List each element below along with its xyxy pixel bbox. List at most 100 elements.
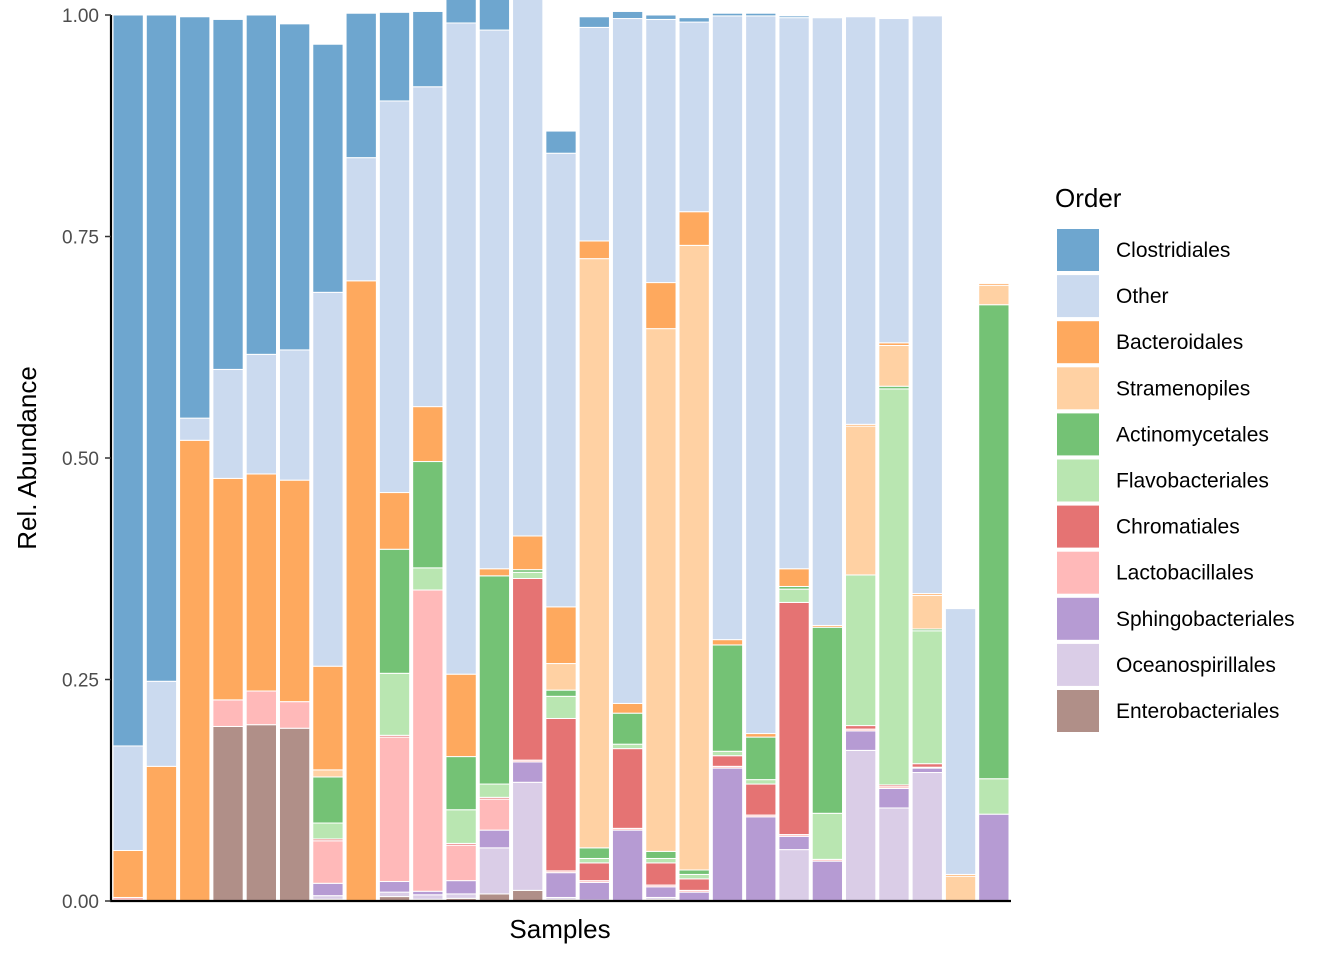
legend-swatch-enterobacteriales [1057, 690, 1099, 732]
bar-segment-sphingobacteriales-sample-17 [645, 886, 677, 898]
y-tick-label: 0.00 [62, 892, 99, 913]
bar-segment-bacteroidales-sample-20 [745, 733, 777, 738]
bar-segment-oceanospirillales-sample-13 [512, 781, 544, 891]
legend-label-sphingobacteriales: Sphingobacteriales [1116, 608, 1295, 631]
bar-segment-actinomycetales-sample-14 [545, 689, 577, 697]
x-axis-title: Samples [509, 914, 610, 944]
bar-segment-oceanospirillales-sample-11 [445, 893, 477, 899]
legend-swatch-chromatiales [1057, 505, 1099, 548]
bar-segment-flavobacteriales-sample-12 [478, 783, 511, 798]
bar-segment-enterobacteriales-sample-4 [212, 725, 244, 902]
bar-segment-sphingobacteriales-sample-27 [978, 813, 1010, 902]
bar-segment-actinomycetales-sample-7 [312, 776, 344, 824]
bar-segment-lactobacillales-sample-10 [412, 589, 444, 892]
bar-segment-clostridiales-sample-1 [112, 14, 144, 747]
bar-segment-other-sample-10 [412, 86, 444, 408]
bar-segment-other-sample-17 [645, 18, 677, 284]
bar-segment-flavobacteriales-sample-23 [845, 574, 877, 727]
bar-segment-flavobacteriales-sample-20 [745, 779, 777, 785]
bar-segment-oceanospirillales-sample-9 [378, 891, 411, 898]
legend-label-actinomycetales: Actinomycetales [1116, 423, 1269, 446]
bar-segment-bacteroidales-sample-7 [312, 665, 344, 771]
bar-segment-actinomycetales-sample-19 [711, 644, 744, 752]
bar-segment-clostridiales-sample-2 [145, 14, 178, 682]
bar-segment-clostridiales-sample-19 [711, 12, 744, 17]
bar-segment-sphingobacteriales-sample-19 [711, 767, 744, 902]
bar-segment-oceanospirillales-sample-7 [312, 895, 344, 900]
bar-segment-other-sample-23 [845, 16, 877, 425]
legend-swatch-other [1057, 275, 1099, 318]
bar-segment-other-sample-25 [911, 15, 943, 595]
legend-label-bacteroidales: Bacteroidales [1116, 331, 1243, 354]
y-tick-label: 0.75 [62, 228, 99, 249]
bar-segment-flavobacteriales-sample-14 [545, 695, 577, 719]
bar-segment-sphingobacteriales-sample-23 [845, 730, 877, 751]
bar-segment-flavobacteriales-sample-11 [445, 809, 477, 844]
bar-segment-other-sample-2 [145, 680, 178, 767]
bar-segment-clostridiales-sample-11 [445, 0, 477, 24]
bar-segment-bacteroidales-sample-17 [645, 282, 677, 330]
bar-segment-clostridiales-sample-6 [278, 23, 311, 351]
bar-segment-clostridiales-sample-9 [378, 11, 411, 102]
bar-segment-stramenopiles-sample-15 [578, 258, 610, 849]
bar-segment-sphingobacteriales-sample-10 [412, 890, 444, 896]
bar-segment-bacteroidales-sample-8 [345, 280, 377, 902]
bar-segment-bacteroidales-sample-19 [711, 639, 744, 646]
bar-segment-clostridiales-sample-18 [678, 17, 710, 23]
bar-segment-stramenopiles-sample-7 [312, 769, 344, 778]
bar-segment-chromatiales-sample-20 [745, 783, 777, 816]
bar-segment-sphingobacteriales-sample-20 [745, 816, 777, 902]
legend-swatch-actinomycetales [1057, 413, 1099, 456]
legend-swatch-lactobacillales [1057, 551, 1099, 594]
bar-segment-stramenopiles-sample-17 [645, 328, 677, 852]
bar-segment-stramenopiles-sample-18 [678, 244, 710, 871]
bar-segment-chromatiales-sample-14 [545, 717, 577, 872]
bar-segment-oceanospirillales-sample-25 [911, 772, 943, 902]
bar-segment-other-sample-7 [312, 291, 344, 667]
bar-segment-sphingobacteriales-sample-21 [778, 835, 810, 851]
legend-title: Order [1055, 183, 1122, 213]
bar-segment-sphingobacteriales-sample-12 [478, 829, 511, 849]
bar-segment-lactobacillales-sample-5 [245, 690, 277, 726]
bar-segment-actinomycetales-sample-12 [478, 575, 511, 785]
bar-segment-flavobacteriales-sample-7 [312, 822, 344, 840]
bar-segment-other-sample-11 [445, 22, 477, 675]
bar-segment-other-sample-13 [512, 0, 544, 537]
bar-segment-clostridiales-sample-8 [345, 12, 377, 159]
bar-segment-oceanospirillales-sample-21 [778, 849, 810, 902]
bar-segment-other-sample-26 [944, 608, 977, 875]
bar-segment-other-sample-18 [678, 21, 710, 213]
bar-segment-bacteroidales-sample-10 [412, 406, 444, 463]
bar-segment-lactobacillales-sample-9 [378, 736, 411, 883]
bar-segment-bacteroidales-sample-1 [112, 850, 144, 898]
bar-segment-other-sample-12 [478, 29, 511, 570]
y-axis-ticks: 0.00 0.25 0.50 0.75 1.00 [62, 6, 111, 913]
bar-segment-other-sample-4 [212, 368, 244, 479]
bar-segment-bacteroidales-sample-6 [278, 479, 311, 703]
bar-segment-clostridiales-sample-16 [611, 10, 644, 20]
bar-segment-other-sample-16 [611, 18, 644, 704]
legend-label-stramenopiles: Stramenopiles [1116, 377, 1250, 400]
bar-segment-clostridiales-sample-5 [245, 14, 277, 355]
bar-segment-stramenopiles-sample-27 [978, 284, 1010, 306]
bar-segment-sphingobacteriales-sample-7 [312, 882, 344, 897]
legend-swatch-bacteroidales [1057, 321, 1099, 364]
bar-segment-clostridiales-sample-17 [645, 14, 677, 20]
bar-segment-clostridiales-sample-14 [545, 130, 577, 154]
bar-segment-bacteroidales-sample-11 [445, 673, 477, 758]
bar-segment-flavobacteriales-sample-24 [878, 388, 910, 786]
bar-segment-clostridiales-sample-15 [578, 16, 610, 28]
bar-segment-bacteroidales-sample-2 [145, 765, 178, 902]
bar-segment-flavobacteriales-sample-15 [578, 857, 610, 864]
bar-segment-sphingobacteriales-sample-11 [445, 880, 477, 895]
bar-segment-bacteroidales-sample-4 [212, 477, 244, 701]
bar-segment-stramenopiles-sample-24 [878, 344, 910, 387]
y-tick-label: 0.25 [62, 671, 99, 692]
legend-swatch-oceanospirillales [1057, 643, 1099, 686]
legend-swatch-flavobacteriales [1057, 459, 1099, 502]
bar-segment-oceanospirillales-sample-23 [845, 749, 877, 902]
bar-segment-actinomycetales-sample-16 [611, 712, 644, 745]
bar-segment-chromatiales-sample-21 [778, 601, 810, 836]
bar-segment-actinomycetales-sample-18 [678, 869, 710, 875]
